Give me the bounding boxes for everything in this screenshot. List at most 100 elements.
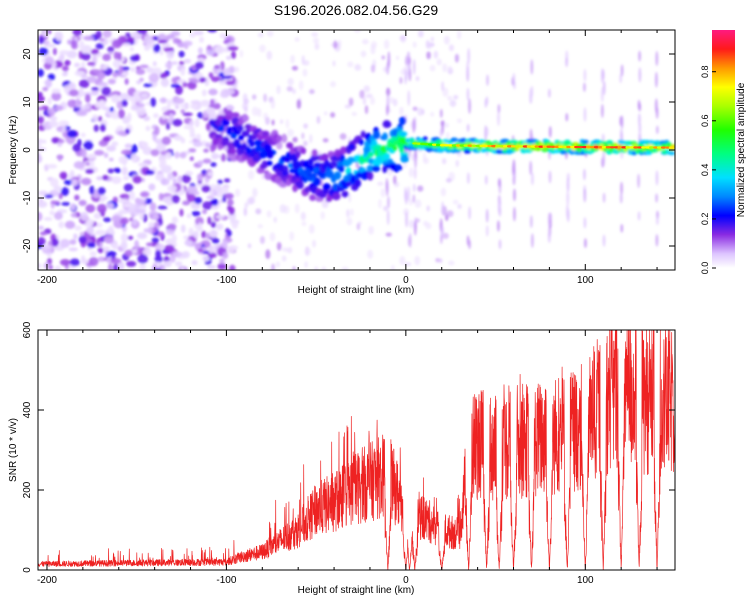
spectrogram-ridge-blob <box>399 146 405 153</box>
spectrogram-noise-blob <box>200 101 210 107</box>
spectrogram-ridge-core <box>558 145 564 149</box>
spectrogram-ridge-blob <box>348 143 355 151</box>
spectrogram-noise-blob <box>202 201 213 210</box>
spectrogram-noise-blob <box>54 265 61 270</box>
spectrogram-streak <box>485 127 489 136</box>
spectrogram-noise-blob <box>139 263 146 270</box>
spectrogram-noise-blob <box>124 143 133 149</box>
spectrogram-ridge-blob <box>395 164 402 171</box>
spectrogram-streak <box>387 196 390 209</box>
spectrogram-noise-blob <box>90 48 100 55</box>
spectrogram-noise-blob <box>347 61 354 68</box>
spectrogram-noise-blob <box>171 194 180 204</box>
spectrogram-noise-blob <box>291 65 299 71</box>
spectrogram-noise-blob <box>57 154 62 162</box>
spectrogram-noise-blob <box>367 249 374 259</box>
spectrogram-streak <box>547 212 551 227</box>
spectrogram-streak <box>412 118 416 133</box>
spectrogram-noise-blob <box>151 213 159 220</box>
spectrogram-noise-blob <box>69 169 75 177</box>
spectrogram-noise-blob <box>456 118 463 124</box>
spectrogram-noise-blob <box>301 132 305 140</box>
spectrogram-noise-blob <box>120 71 129 76</box>
spectrogram-noise-blob <box>45 56 54 65</box>
spectrogram-noise-blob <box>155 261 161 269</box>
spectrogram-noise-blob <box>183 235 189 240</box>
spectrogram-noise-blob <box>41 245 52 249</box>
colorbar: 0.0 0.2 0.4 0.6 0.8 Normalized spectral ampl… <box>700 30 747 274</box>
snr-x-tick-label: -100 <box>216 575 236 586</box>
spectrogram-noise-blob <box>53 185 62 193</box>
spectrogram-noise-blob <box>302 60 310 66</box>
spectrogram-noise-blob <box>51 238 59 247</box>
spectrogram-noise-blob <box>102 246 111 251</box>
spectrogram-noise-blob <box>206 195 215 200</box>
spectrogram-noise-blob <box>114 168 121 174</box>
spectrogram-noise-blob <box>188 227 194 237</box>
spectrogram-noise-blob <box>201 185 211 193</box>
spectrogram-streak <box>600 104 604 118</box>
spectrogram-noise-blob <box>111 114 121 120</box>
spectrogram-noise-blob <box>93 212 101 220</box>
spectrogram-noise-blob <box>359 89 365 99</box>
spectrogram-streak <box>529 93 533 104</box>
spectrogram-ridge-blob <box>400 154 409 164</box>
spectrogram-ridge-core <box>625 146 631 149</box>
spectrogram-noise-blob <box>89 251 97 257</box>
spectrogram-noise-blob <box>210 162 217 168</box>
spectrogram-noise-blob <box>442 232 449 239</box>
spectrogram-noise-blob <box>158 218 163 226</box>
spectrogram-ridge-core <box>649 146 655 149</box>
spectrogram-streak <box>512 72 516 85</box>
spectrogram-noise-blob <box>132 175 142 184</box>
spectrogram-noise-blob <box>49 115 58 122</box>
spectrogram-noise-blob <box>191 210 201 217</box>
spectrogram-noise-blob <box>91 114 99 123</box>
snr-x-label: Height of straight line (km) <box>298 585 415 596</box>
spectrogram-noise-blob <box>211 238 220 244</box>
spectrogram-noise-blob <box>73 233 78 240</box>
spectrogram-streak <box>655 51 659 67</box>
spectrogram-noise-blob <box>265 249 271 260</box>
spectrogram-streak <box>602 234 606 247</box>
spectrogram-noise-blob <box>217 263 227 270</box>
spectrogram-noise-blob <box>448 260 455 266</box>
spectrogram-ridge-blob <box>668 150 675 156</box>
spectrogram-streak <box>486 74 489 86</box>
spectrogram-noise-blob <box>48 264 54 270</box>
spectrogram-noise-blob <box>55 31 64 42</box>
spectrogram-noise-blob <box>399 76 403 85</box>
spectrogram-streak <box>413 166 417 180</box>
spectrogram-noise-blob <box>417 107 424 116</box>
spectrogram-streak <box>637 173 640 189</box>
spectrogram-noise-blob <box>107 51 114 56</box>
spectrogram-noise-blob <box>38 68 44 77</box>
spectrogram-noise-blob <box>404 262 412 267</box>
spectrogram-noise-blob <box>257 108 262 118</box>
spectrogram-ridge-core <box>656 146 663 149</box>
spectrogram-noise-blob <box>84 93 91 103</box>
spectrogram-noise-blob <box>111 176 122 184</box>
spectrogram-ridge-core <box>546 145 552 148</box>
spectrogram-noise-blob <box>191 79 200 84</box>
spectrogram-noise-blob <box>79 40 85 51</box>
spectrogram-noise-blob <box>269 232 276 242</box>
spectrogram-noise-blob <box>50 200 60 205</box>
spectrogram-noise-blob <box>163 47 174 52</box>
spectrogram-noise-blob <box>124 128 130 135</box>
spectrogram-x-tick-label: 0 <box>403 275 409 286</box>
spectrogram-noise-blob <box>348 192 352 203</box>
spectrogram-noise-blob <box>148 183 156 191</box>
spectrogram-noise-blob <box>83 104 90 110</box>
spectrogram-streak <box>583 82 586 93</box>
colorbar-tick-label: 0.6 <box>700 115 710 128</box>
spectrogram-noise-blob <box>208 88 218 96</box>
spectrogram-noise-blob <box>180 267 186 270</box>
spectrogram-noise-blob <box>207 30 218 33</box>
spectrogram-noise-blob <box>137 254 149 264</box>
spectrogram-ridge-core <box>483 144 489 148</box>
spectrogram-noise-blob <box>39 231 48 236</box>
spectrogram-streak <box>485 96 489 106</box>
spectrogram-noise-blob <box>302 140 308 147</box>
spectrogram-noise-blob <box>80 132 86 138</box>
